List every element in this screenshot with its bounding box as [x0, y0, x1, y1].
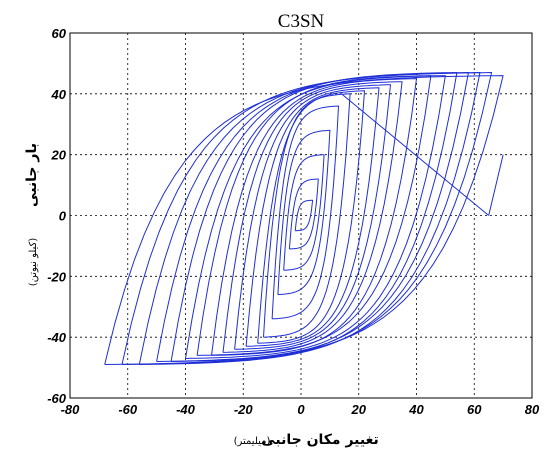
series-layer	[104, 72, 504, 365]
hysteresis-loop	[234, 84, 391, 350]
y-tick-label: -20	[47, 269, 67, 284]
hysteresis-loop	[294, 199, 314, 232]
x-tick-label: -60	[118, 402, 138, 417]
y-tick-label: 40	[51, 87, 67, 102]
hysteresis-loop	[121, 72, 493, 365]
hysteresis-loop	[156, 72, 469, 362]
y-tick-labels: 60 40 20 0 -20 -40 -60	[47, 26, 67, 406]
hysteresis-loop	[283, 154, 325, 271]
x-tick-label: 60	[467, 402, 482, 417]
x-tick-label: 0	[297, 402, 305, 417]
x-tick-label: 80	[525, 402, 540, 417]
x-tick-label: -40	[176, 402, 196, 417]
unloading-branch	[341, 93, 490, 216]
chart-title: C3SN	[278, 11, 325, 32]
hysteresis-loop	[245, 87, 380, 347]
hysteresis-loop	[277, 129, 331, 296]
hysteresis-loop	[104, 75, 504, 365]
y-axis-label: بار جانبی	[24, 143, 40, 207]
hysteresis-loop	[185, 75, 446, 359]
x-tick-labels: -80 -60 -40 -20 0 20 40 60 80	[61, 402, 540, 417]
hysteresis-loop	[257, 90, 365, 344]
unloading-branch	[488, 154, 504, 216]
hysteresis-loop	[288, 178, 319, 250]
hysteresis-loop	[222, 81, 403, 353]
x-tick-label: -80	[61, 402, 81, 417]
hysteresis-loop	[271, 105, 339, 320]
plot-frame	[69, 32, 533, 399]
y-tick-label: 60	[52, 26, 67, 41]
y-tick-label: -60	[47, 391, 67, 406]
y-tick-label: 20	[51, 148, 67, 163]
x-tick-label: -20	[234, 402, 254, 417]
hysteresis-loop	[211, 78, 417, 356]
y-tick-label: -40	[47, 330, 67, 345]
x-axis-unit: (میلیمتر)	[234, 436, 271, 447]
y-tick-label: 0	[59, 209, 67, 224]
x-tick-label: 40	[408, 402, 424, 417]
y-axis-unit: (کیلو نیوتن)	[28, 238, 39, 287]
x-tick-label: 20	[351, 402, 367, 417]
x-axis-label: تغییر مکان جانبی	[261, 432, 379, 448]
